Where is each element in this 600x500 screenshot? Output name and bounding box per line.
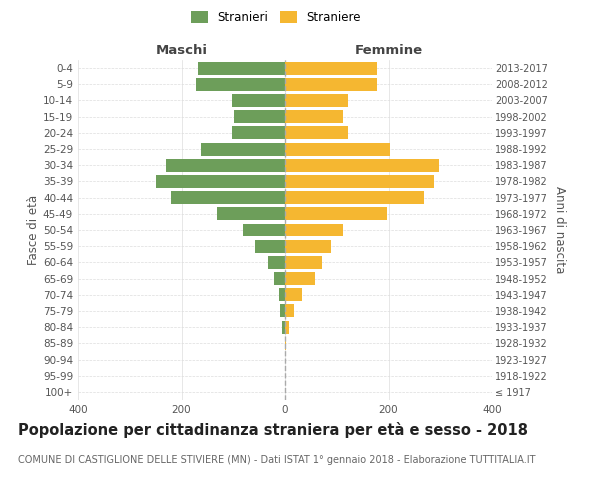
Bar <box>283 320 285 334</box>
Bar <box>198 62 285 74</box>
Text: Popolazione per cittadinanza straniera per età e sesso - 2018: Popolazione per cittadinanza straniera p… <box>18 422 528 438</box>
Bar <box>285 175 434 188</box>
Bar <box>285 304 295 318</box>
Bar <box>285 94 348 107</box>
Bar <box>285 272 315 285</box>
Bar <box>285 240 331 252</box>
Bar <box>217 208 285 220</box>
Y-axis label: Anni di nascita: Anni di nascita <box>553 186 566 274</box>
Bar <box>285 126 348 140</box>
Bar <box>280 304 285 318</box>
Y-axis label: Fasce di età: Fasce di età <box>27 195 40 265</box>
Bar <box>285 142 389 156</box>
Bar <box>232 94 285 107</box>
Text: Maschi: Maschi <box>155 44 208 57</box>
Text: COMUNE DI CASTIGLIONE DELLE STIVIERE (MN) - Dati ISTAT 1° gennaio 2018 - Elabora: COMUNE DI CASTIGLIONE DELLE STIVIERE (MN… <box>18 455 536 465</box>
Bar <box>285 208 388 220</box>
Bar <box>234 110 285 123</box>
Bar <box>285 62 377 74</box>
Bar <box>285 191 424 204</box>
Bar <box>279 288 285 301</box>
Bar <box>285 288 302 301</box>
Bar <box>155 175 285 188</box>
Bar <box>201 142 285 156</box>
Bar <box>285 256 322 269</box>
Legend: Stranieri, Straniere: Stranieri, Straniere <box>187 6 365 28</box>
Bar <box>285 159 439 172</box>
Bar <box>242 224 285 236</box>
Bar <box>196 78 285 91</box>
Bar <box>285 320 289 334</box>
Bar <box>285 110 343 123</box>
Bar <box>255 240 285 252</box>
Bar <box>285 78 377 91</box>
Bar <box>171 191 285 204</box>
Bar <box>268 256 285 269</box>
Text: Femmine: Femmine <box>355 44 422 57</box>
Bar <box>232 126 285 140</box>
Bar <box>285 337 286 350</box>
Bar <box>166 159 285 172</box>
Bar <box>274 272 285 285</box>
Bar <box>285 224 343 236</box>
